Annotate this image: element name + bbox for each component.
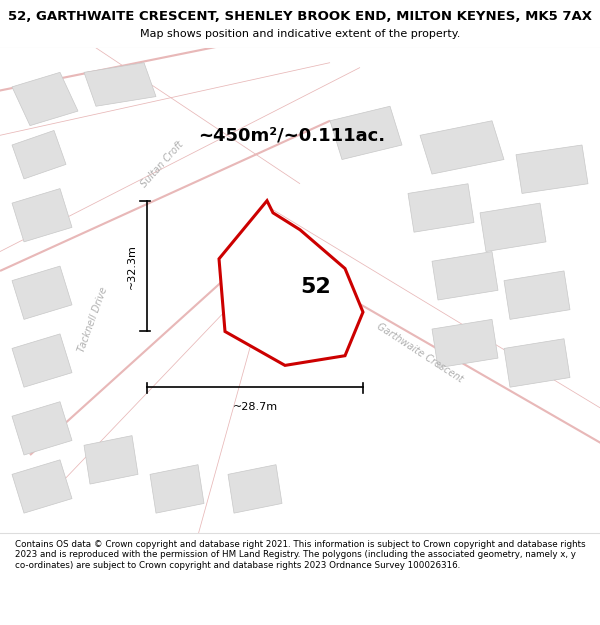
Text: ~28.7m: ~28.7m — [232, 401, 278, 411]
Polygon shape — [330, 106, 402, 159]
Polygon shape — [219, 201, 363, 366]
Polygon shape — [12, 460, 72, 513]
Text: 52: 52 — [300, 276, 331, 296]
Polygon shape — [12, 72, 78, 126]
Polygon shape — [12, 131, 66, 179]
Text: Map shows position and indicative extent of the property.: Map shows position and indicative extent… — [140, 29, 460, 39]
Polygon shape — [420, 121, 504, 174]
Polygon shape — [504, 271, 570, 319]
Polygon shape — [516, 145, 588, 194]
Text: Contains OS data © Crown copyright and database right 2021. This information is : Contains OS data © Crown copyright and d… — [15, 540, 586, 570]
Polygon shape — [84, 62, 156, 106]
Text: Sultan Croft: Sultan Croft — [139, 139, 185, 189]
Text: ~450m²/~0.111ac.: ~450m²/~0.111ac. — [198, 126, 385, 144]
Text: 52, GARTHWAITE CRESCENT, SHENLEY BROOK END, MILTON KEYNES, MK5 7AX: 52, GARTHWAITE CRESCENT, SHENLEY BROOK E… — [8, 9, 592, 22]
Polygon shape — [408, 184, 474, 232]
Polygon shape — [480, 203, 546, 251]
Polygon shape — [432, 319, 498, 368]
Polygon shape — [432, 251, 498, 300]
Polygon shape — [228, 465, 282, 513]
Text: ~32.3m: ~32.3m — [127, 244, 137, 289]
Polygon shape — [84, 436, 138, 484]
Polygon shape — [12, 334, 72, 387]
Polygon shape — [12, 189, 72, 242]
Text: Garthwaite Crescent: Garthwaite Crescent — [375, 322, 465, 385]
Polygon shape — [150, 465, 204, 513]
Polygon shape — [504, 339, 570, 387]
Polygon shape — [12, 266, 72, 319]
Text: Tacknell Drive: Tacknell Drive — [77, 286, 109, 353]
Polygon shape — [12, 402, 72, 455]
